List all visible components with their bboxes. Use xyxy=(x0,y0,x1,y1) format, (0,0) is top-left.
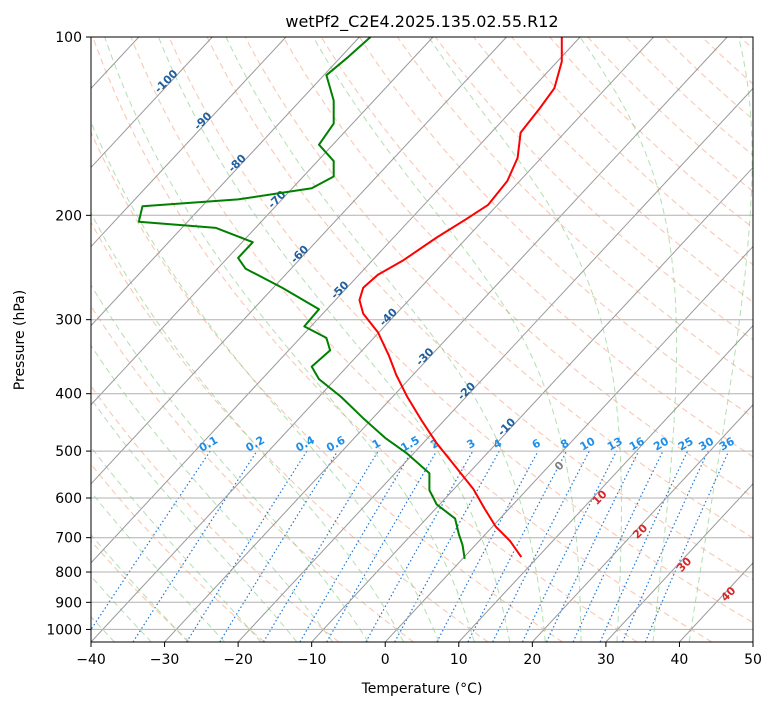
moist-adiabat xyxy=(91,211,405,642)
y-tick-label: 900 xyxy=(55,595,82,611)
moist-adiabat xyxy=(225,37,546,642)
x-tick-label: 0 xyxy=(381,652,390,668)
x-tick-label: 20 xyxy=(523,652,541,668)
dry-adiabat xyxy=(549,37,753,229)
mixing-ratio-line xyxy=(262,450,379,642)
mixing-ratio-line xyxy=(299,450,413,642)
isotherm-line xyxy=(531,403,753,642)
isotherm-line xyxy=(164,37,728,642)
mixing-ratio-lines xyxy=(91,450,730,642)
y-tick-label: 700 xyxy=(55,531,82,547)
y-tick-label: 500 xyxy=(55,444,82,460)
dry-adiabat xyxy=(91,221,489,642)
isotherm-lines xyxy=(91,37,753,642)
isotherm-line xyxy=(91,37,434,406)
moist-adiabat xyxy=(91,344,334,642)
mixing-ratio-line xyxy=(326,450,438,642)
dry-adiabat xyxy=(244,37,753,539)
dry-adiabat xyxy=(206,37,753,581)
dry-adiabat xyxy=(472,37,753,303)
mixing-ratio-line xyxy=(521,450,618,642)
dry-adiabat xyxy=(92,37,638,642)
x-tick-label: −30 xyxy=(150,652,180,668)
moist-adiabat xyxy=(579,37,678,642)
moist-adiabat xyxy=(428,37,622,642)
y-axis-label: Pressure (hPa) xyxy=(12,290,28,390)
moist-adiabat xyxy=(688,37,753,642)
mixing-ratio-line xyxy=(644,450,730,642)
dry-adiabat xyxy=(510,37,753,266)
moist-adiabat xyxy=(91,120,440,642)
dry-adiabat xyxy=(91,305,414,642)
isotherm-line xyxy=(605,483,753,642)
x-tick-label: 30 xyxy=(597,652,615,668)
isotherm-line xyxy=(237,87,753,642)
y-tick-label: 200 xyxy=(55,208,82,224)
dry-adiabat xyxy=(282,37,753,498)
chart-title: wetPf2_C2E4.2025.135.02.55.R12 xyxy=(285,12,558,32)
dry-adiabat xyxy=(130,37,713,642)
isotherm-line xyxy=(91,37,213,169)
x-tick-label: 50 xyxy=(744,652,762,668)
mixing-ratio-line xyxy=(599,450,689,642)
isotherm-line xyxy=(384,245,753,642)
mixing-ratio-line xyxy=(365,450,474,642)
x-tick-label: 10 xyxy=(450,652,468,668)
isotherm-line xyxy=(91,37,507,485)
y-tick-label: 1000 xyxy=(46,622,82,638)
moist-adiabat xyxy=(104,37,475,642)
y-tick-label: 400 xyxy=(55,387,82,403)
isotherm-line xyxy=(91,37,287,248)
mixing-ratio-line xyxy=(186,450,308,642)
x-axis-label: Temperature (°C) xyxy=(361,681,483,697)
moist-adiabats xyxy=(91,37,753,642)
y-tick-label: 100 xyxy=(55,30,82,46)
isobar-gridlines xyxy=(91,37,753,630)
isotherm-line xyxy=(458,324,753,642)
dewpoint-profile-line xyxy=(137,37,466,559)
mixing-ratio-labels: 0.1 0.2 0.4 0.6 1 1.5 2 3 4 6 8 10 13 16 20 25 30 36 xyxy=(197,433,737,454)
dry-adiabat xyxy=(358,37,753,418)
plot-area: -100-90-80-70-60-50-40-30-20-10 0.1 0.2 0.… xyxy=(91,37,753,642)
mixing-ratio-line xyxy=(622,450,709,642)
moist-adiabat xyxy=(91,397,298,642)
x-tick-label: −20 xyxy=(223,652,253,668)
y-axis-ticks: 100 200 300 400 500 600 700 800 900 1000 xyxy=(46,30,91,638)
moist-adiabat xyxy=(158,37,511,642)
x-tick-label: −40 xyxy=(76,652,106,668)
isotherm-line xyxy=(91,37,581,564)
x-tick-label: 40 xyxy=(671,652,689,668)
temperature-profile-line xyxy=(358,37,563,558)
isotherm-line xyxy=(91,37,360,327)
moist-adiabat xyxy=(91,284,369,642)
mixing-ratio-line xyxy=(394,450,500,642)
sounding-series xyxy=(137,37,563,559)
dry-adiabat xyxy=(91,131,563,642)
dry-adiabat xyxy=(396,37,753,379)
y-tick-label: 800 xyxy=(55,565,82,581)
x-tick-label: −10 xyxy=(297,652,327,668)
y-tick-label: 300 xyxy=(55,313,82,329)
y-tick-label: 600 xyxy=(55,491,82,507)
mixing-ratio-line xyxy=(546,450,640,642)
dry-adiabat xyxy=(91,385,340,642)
isotherm-line xyxy=(311,166,753,642)
mixing-ratio-line xyxy=(572,450,664,642)
x-axis-ticks: −40 −30 −20 −10 0 10 20 30 40 50 xyxy=(76,642,762,668)
mixing-ratio-line xyxy=(219,450,339,642)
isotherm-line xyxy=(91,37,654,642)
dry-adiabat xyxy=(434,37,753,341)
plot-frame xyxy=(90,36,754,643)
